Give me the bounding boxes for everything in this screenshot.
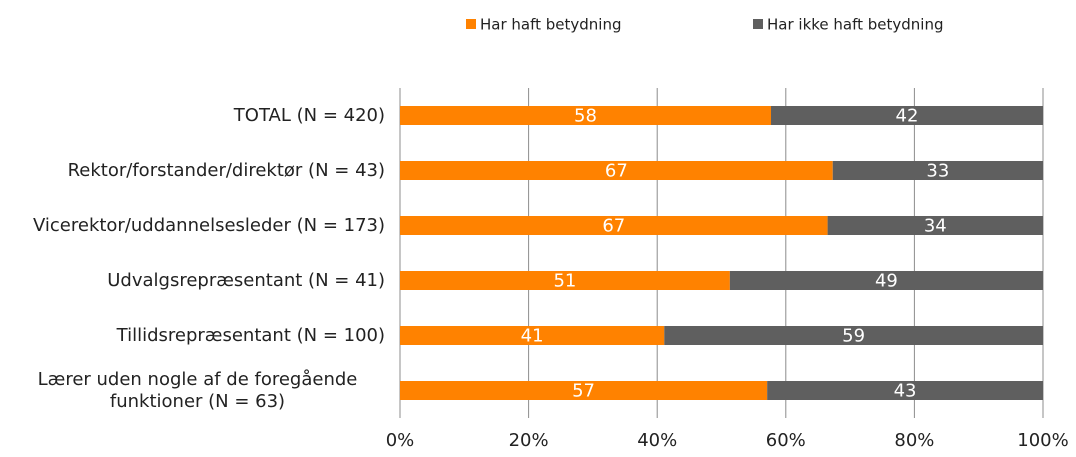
data-label: 58: [574, 106, 597, 127]
data-label: 33: [926, 161, 949, 182]
category-label: Lærer uden nogle af de foregående funkti…: [0, 361, 385, 421]
bar-segment: [767, 381, 1043, 400]
data-label: 41: [521, 326, 544, 347]
data-label: 51: [553, 271, 576, 292]
bar-segment: [664, 326, 1043, 345]
category-text: Rektor/forstander/direktør (N = 43): [67, 159, 385, 181]
category-text: TOTAL (N = 420): [233, 104, 385, 126]
category-label: TOTAL (N = 420): [0, 86, 385, 146]
category-text: Udvalgsrepræsentant (N = 41): [107, 269, 385, 291]
category-label: Vicerektor/uddannelsesleder (N = 173): [0, 196, 385, 256]
category-text: Tillidsrepræsentant (N = 100): [116, 324, 385, 346]
bar-segment: [400, 271, 730, 290]
data-label: 34: [924, 216, 947, 237]
bar-segment: [729, 271, 1043, 290]
category-label: Rektor/forstander/direktør (N = 43): [0, 141, 385, 201]
data-label: 43: [894, 381, 917, 402]
category-label: Tillidsrepræsentant (N = 100): [0, 306, 385, 366]
bar-segment: [400, 161, 833, 180]
x-tick-label: 40%: [637, 430, 677, 451]
legend-label: Har haft betydning: [480, 16, 622, 34]
bar-segment: [771, 106, 1043, 125]
category-text: Vicerektor/uddannelsesleder (N = 173): [32, 214, 385, 236]
bar-segment: [400, 381, 768, 400]
legend-swatch: [466, 19, 476, 29]
x-tick-label: 20%: [509, 430, 549, 451]
bar-segment: [400, 326, 665, 345]
legend-label: Har ikke haft betydning: [767, 16, 944, 34]
data-label: 42: [896, 106, 919, 127]
legend-swatch: [753, 19, 763, 29]
bar-segment: [400, 106, 772, 125]
x-tick-label: 80%: [894, 430, 934, 451]
bar-segment: [400, 216, 828, 235]
data-label: 59: [842, 326, 865, 347]
x-tick-label: 100%: [1017, 430, 1068, 451]
data-label: 57: [572, 381, 595, 402]
data-label: 49: [875, 271, 898, 292]
data-label: 67: [605, 161, 628, 182]
bar-segment: [827, 216, 1043, 235]
x-tick-label: 0%: [386, 430, 415, 451]
category-label: Udvalgsrepræsentant (N = 41): [0, 251, 385, 311]
category-text: Lærer uden nogle af de foregående funkti…: [37, 368, 358, 412]
data-label: 67: [602, 216, 625, 237]
x-tick-label: 60%: [766, 430, 806, 451]
bar-segment: [832, 161, 1043, 180]
